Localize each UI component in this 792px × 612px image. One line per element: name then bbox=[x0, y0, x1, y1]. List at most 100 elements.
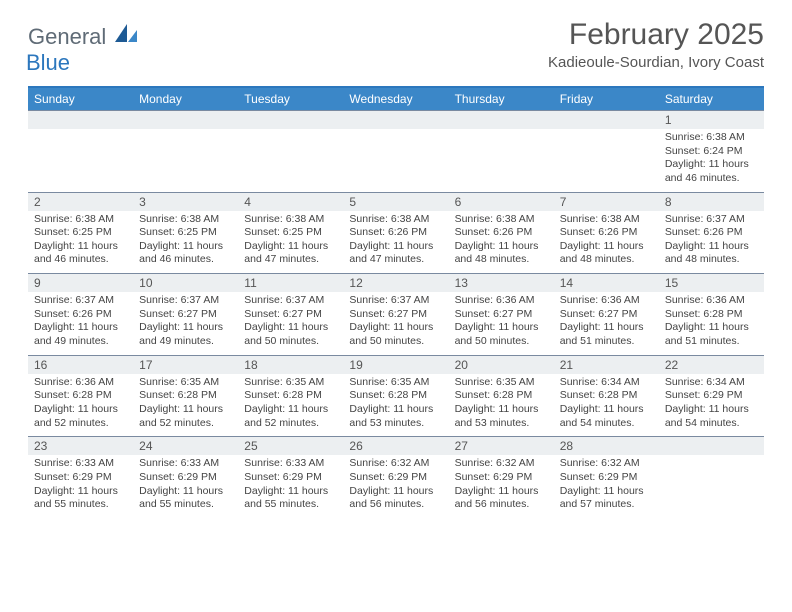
day-number: 21 bbox=[554, 356, 659, 374]
month-title: February 2025 bbox=[548, 18, 764, 52]
day-number bbox=[659, 437, 764, 455]
sunrise-text: Sunrise: 6:37 AM bbox=[34, 294, 127, 308]
weekday-monday: Monday bbox=[133, 88, 238, 110]
daylight-text: Daylight: 11 hours and 48 minutes. bbox=[665, 240, 758, 267]
logo-text-general: General bbox=[28, 24, 106, 49]
day-content: Sunrise: 6:35 AMSunset: 6:28 PMDaylight:… bbox=[343, 374, 448, 437]
daylight-text: Daylight: 11 hours and 51 minutes. bbox=[560, 321, 653, 348]
sunrise-text: Sunrise: 6:35 AM bbox=[244, 376, 337, 390]
daylight-text: Daylight: 11 hours and 52 minutes. bbox=[34, 403, 127, 430]
day-content: Sunrise: 6:34 AMSunset: 6:28 PMDaylight:… bbox=[554, 374, 659, 437]
calendar-page: General Blue February 2025 Kadieoule-Sou… bbox=[0, 0, 792, 528]
sunset-text: Sunset: 6:29 PM bbox=[560, 471, 653, 485]
day-number bbox=[133, 111, 238, 129]
day-content: Sunrise: 6:37 AMSunset: 6:26 PMDaylight:… bbox=[28, 292, 133, 355]
daylight-text: Daylight: 11 hours and 48 minutes. bbox=[455, 240, 548, 267]
sunrise-text: Sunrise: 6:37 AM bbox=[349, 294, 442, 308]
logo-text-block: General Blue bbox=[28, 22, 139, 76]
sunset-text: Sunset: 6:25 PM bbox=[139, 226, 232, 240]
day-number: 10 bbox=[133, 274, 238, 292]
sunset-text: Sunset: 6:29 PM bbox=[349, 471, 442, 485]
sunset-text: Sunset: 6:28 PM bbox=[349, 389, 442, 403]
location-subtitle: Kadieoule-Sourdian, Ivory Coast bbox=[548, 54, 764, 71]
sunset-text: Sunset: 6:25 PM bbox=[244, 226, 337, 240]
day-number: 27 bbox=[449, 437, 554, 455]
sunset-text: Sunset: 6:28 PM bbox=[665, 308, 758, 322]
sunset-text: Sunset: 6:25 PM bbox=[34, 226, 127, 240]
day-number: 6 bbox=[449, 193, 554, 211]
day-content: Sunrise: 6:35 AMSunset: 6:28 PMDaylight:… bbox=[238, 374, 343, 437]
weekday-sunday: Sunday bbox=[28, 88, 133, 110]
weekday-thursday: Thursday bbox=[449, 88, 554, 110]
calendar-week: 16171819202122Sunrise: 6:36 AMSunset: 6:… bbox=[28, 355, 764, 437]
day-content: Sunrise: 6:35 AMSunset: 6:28 PMDaylight:… bbox=[449, 374, 554, 437]
daylight-text: Daylight: 11 hours and 49 minutes. bbox=[34, 321, 127, 348]
day-number: 23 bbox=[28, 437, 133, 455]
sunrise-text: Sunrise: 6:38 AM bbox=[139, 213, 232, 227]
day-number bbox=[449, 111, 554, 129]
day-number: 20 bbox=[449, 356, 554, 374]
daylight-text: Daylight: 11 hours and 50 minutes. bbox=[455, 321, 548, 348]
day-content: Sunrise: 6:35 AMSunset: 6:28 PMDaylight:… bbox=[133, 374, 238, 437]
sunset-text: Sunset: 6:29 PM bbox=[665, 389, 758, 403]
calendar-week: 9101112131415Sunrise: 6:37 AMSunset: 6:2… bbox=[28, 273, 764, 355]
weekday-header-row: Sunday Monday Tuesday Wednesday Thursday… bbox=[28, 88, 764, 110]
day-number: 22 bbox=[659, 356, 764, 374]
day-number: 8 bbox=[659, 193, 764, 211]
sunrise-text: Sunrise: 6:36 AM bbox=[455, 294, 548, 308]
daylight-text: Daylight: 11 hours and 47 minutes. bbox=[244, 240, 337, 267]
day-number: 7 bbox=[554, 193, 659, 211]
day-number: 19 bbox=[343, 356, 448, 374]
day-content: Sunrise: 6:32 AMSunset: 6:29 PMDaylight:… bbox=[449, 455, 554, 518]
day-content: Sunrise: 6:38 AMSunset: 6:25 PMDaylight:… bbox=[28, 211, 133, 274]
sunset-text: Sunset: 6:28 PM bbox=[34, 389, 127, 403]
sunrise-text: Sunrise: 6:34 AM bbox=[665, 376, 758, 390]
weekday-wednesday: Wednesday bbox=[343, 88, 448, 110]
day-content: Sunrise: 6:38 AMSunset: 6:26 PMDaylight:… bbox=[554, 211, 659, 274]
day-content: Sunrise: 6:38 AMSunset: 6:26 PMDaylight:… bbox=[449, 211, 554, 274]
sunrise-text: Sunrise: 6:33 AM bbox=[244, 457, 337, 471]
sunset-text: Sunset: 6:27 PM bbox=[455, 308, 548, 322]
day-content: Sunrise: 6:32 AMSunset: 6:29 PMDaylight:… bbox=[343, 455, 448, 518]
day-content: Sunrise: 6:36 AMSunset: 6:28 PMDaylight:… bbox=[28, 374, 133, 437]
sunrise-text: Sunrise: 6:38 AM bbox=[455, 213, 548, 227]
day-content: Sunrise: 6:38 AMSunset: 6:24 PMDaylight:… bbox=[659, 129, 764, 192]
day-number: 28 bbox=[554, 437, 659, 455]
sunset-text: Sunset: 6:24 PM bbox=[665, 145, 758, 159]
sunrise-text: Sunrise: 6:32 AM bbox=[560, 457, 653, 471]
sunrise-text: Sunrise: 6:33 AM bbox=[139, 457, 232, 471]
daylight-text: Daylight: 11 hours and 55 minutes. bbox=[34, 485, 127, 512]
day-content: Sunrise: 6:37 AMSunset: 6:27 PMDaylight:… bbox=[133, 292, 238, 355]
title-block: February 2025 Kadieoule-Sourdian, Ivory … bbox=[548, 18, 764, 71]
day-content bbox=[238, 129, 343, 192]
day-content: Sunrise: 6:36 AMSunset: 6:28 PMDaylight:… bbox=[659, 292, 764, 355]
day-content: Sunrise: 6:32 AMSunset: 6:29 PMDaylight:… bbox=[554, 455, 659, 518]
daylight-text: Daylight: 11 hours and 56 minutes. bbox=[349, 485, 442, 512]
day-content: Sunrise: 6:38 AMSunset: 6:25 PMDaylight:… bbox=[133, 211, 238, 274]
day-content: Sunrise: 6:36 AMSunset: 6:27 PMDaylight:… bbox=[449, 292, 554, 355]
day-number bbox=[238, 111, 343, 129]
day-number: 24 bbox=[133, 437, 238, 455]
day-number: 11 bbox=[238, 274, 343, 292]
day-content bbox=[659, 455, 764, 518]
daylight-text: Daylight: 11 hours and 52 minutes. bbox=[244, 403, 337, 430]
day-content bbox=[449, 129, 554, 192]
day-content: Sunrise: 6:38 AMSunset: 6:26 PMDaylight:… bbox=[343, 211, 448, 274]
daylight-text: Daylight: 11 hours and 47 minutes. bbox=[349, 240, 442, 267]
sunrise-text: Sunrise: 6:38 AM bbox=[560, 213, 653, 227]
calendar-week: 232425262728Sunrise: 6:33 AMSunset: 6:29… bbox=[28, 436, 764, 518]
sunset-text: Sunset: 6:29 PM bbox=[139, 471, 232, 485]
day-content bbox=[343, 129, 448, 192]
daylight-text: Daylight: 11 hours and 50 minutes. bbox=[244, 321, 337, 348]
day-number: 15 bbox=[659, 274, 764, 292]
sunset-text: Sunset: 6:29 PM bbox=[244, 471, 337, 485]
day-content: Sunrise: 6:37 AMSunset: 6:27 PMDaylight:… bbox=[343, 292, 448, 355]
sunrise-text: Sunrise: 6:32 AM bbox=[455, 457, 548, 471]
day-content bbox=[133, 129, 238, 192]
daylight-text: Daylight: 11 hours and 48 minutes. bbox=[560, 240, 653, 267]
weekday-friday: Friday bbox=[554, 88, 659, 110]
sunrise-text: Sunrise: 6:38 AM bbox=[665, 131, 758, 145]
sunrise-text: Sunrise: 6:35 AM bbox=[349, 376, 442, 390]
sunrise-text: Sunrise: 6:33 AM bbox=[34, 457, 127, 471]
day-number bbox=[343, 111, 448, 129]
